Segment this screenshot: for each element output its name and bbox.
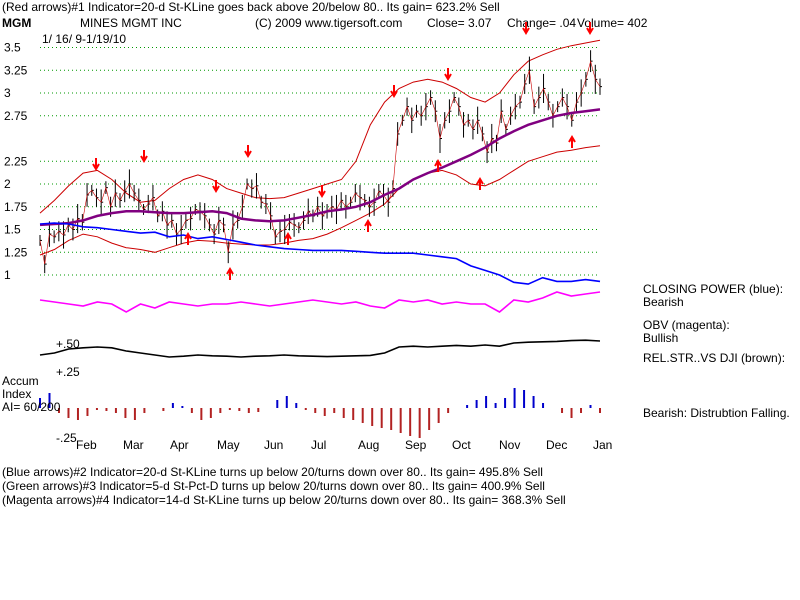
obv-state: Bullish bbox=[643, 331, 679, 345]
down-arrow-head bbox=[390, 90, 398, 98]
month-tick-label: Feb bbox=[76, 438, 97, 452]
price-tick-label: 1 bbox=[4, 268, 11, 282]
closing-power-state: Bearish bbox=[643, 295, 684, 309]
indicator-2-caption: (Blue arrows)#2 Indicator=20-d St-KLine … bbox=[2, 465, 543, 479]
month-tick-label: May bbox=[217, 438, 240, 452]
rel-str-tick-label: +.50 bbox=[56, 337, 80, 351]
month-tick-label: Oct bbox=[452, 438, 471, 452]
moving-average-line bbox=[39, 108, 601, 227]
change-value: Change= .04 bbox=[507, 16, 577, 30]
price-tick-label: 3 bbox=[4, 86, 11, 100]
price-tick-label: 3.5 bbox=[4, 41, 21, 55]
month-tick-label: Dec bbox=[546, 438, 567, 452]
indicator-3-caption: (Green arrows)#3 Indicator=5-d St-Pct-D … bbox=[2, 479, 545, 493]
down-arrow-head bbox=[140, 155, 148, 163]
indicator-4-caption: (Magenta arrows)#4 Indicator=14-d St-KLi… bbox=[2, 493, 566, 507]
month-tick-label: Nov bbox=[499, 438, 520, 452]
down-arrow-head bbox=[318, 190, 326, 198]
down-arrow-head bbox=[444, 73, 452, 81]
price-tick-label: 1.75 bbox=[4, 200, 28, 214]
up-arrow-head bbox=[184, 232, 192, 240]
down-arrow-head bbox=[244, 150, 252, 158]
month-tick-label: Jan bbox=[593, 438, 612, 452]
price-tick-label: 1.25 bbox=[4, 245, 28, 259]
down-arrow-head bbox=[92, 163, 100, 171]
up-arrow-head bbox=[226, 267, 234, 275]
accum-state: Bearish: Distrubtion Falling. bbox=[643, 406, 790, 420]
obv-line bbox=[39, 291, 601, 313]
indicator-1-caption: (Red arrows)#1 Indicator=20-d St-KLine g… bbox=[2, 0, 500, 14]
accum-label: Accum bbox=[2, 374, 39, 388]
down-arrow-head bbox=[522, 27, 530, 35]
copyright-text: (C) 2009 www.tigersoft.com bbox=[255, 16, 403, 30]
price-tick-label: 1.5 bbox=[4, 223, 21, 237]
up-arrow-head bbox=[364, 219, 372, 227]
close-value: Close= 3.07 bbox=[427, 16, 492, 30]
price-tick-label: 2 bbox=[4, 177, 11, 191]
price-tick-label: 2.25 bbox=[4, 154, 28, 168]
obv-label: OBV (magenta): bbox=[643, 318, 730, 332]
month-tick-label: Sep bbox=[405, 438, 427, 452]
up-arrow-head bbox=[476, 177, 484, 185]
month-tick-label: Jul bbox=[311, 438, 326, 452]
up-arrow-head bbox=[568, 135, 576, 143]
company-name: MINES MGMT INC bbox=[80, 16, 182, 30]
month-tick-label: Jun bbox=[264, 438, 283, 452]
month-tick-label: Aug bbox=[358, 438, 379, 452]
closing-power-line bbox=[39, 222, 601, 285]
rel-str-line bbox=[39, 339, 601, 358]
date-range: 1/ 16/ 9-1/19/10 bbox=[42, 32, 127, 46]
price-close-line bbox=[39, 60, 601, 265]
up-arrow-head bbox=[434, 159, 442, 167]
rel-str-tick-label: +.25 bbox=[56, 365, 80, 379]
down-arrow-head bbox=[586, 27, 594, 35]
lower-band-line bbox=[39, 145, 601, 256]
ticker-symbol: MGM bbox=[2, 16, 32, 30]
ai-label: AI= 60/200 bbox=[2, 400, 61, 414]
month-tick-label: Apr bbox=[170, 438, 189, 452]
month-tick-label: Mar bbox=[123, 438, 144, 452]
price-tick-label: 2.75 bbox=[4, 109, 28, 123]
volume-value: Volume= 402 bbox=[577, 16, 648, 30]
index-label: Index bbox=[2, 387, 32, 401]
upper-band-line bbox=[39, 39, 601, 214]
price-tick-label: 3.25 bbox=[4, 63, 28, 77]
closing-power-label: CLOSING POWER (blue): bbox=[643, 282, 784, 296]
up-arrow-head bbox=[284, 232, 292, 240]
down-arrow-head bbox=[212, 185, 220, 193]
accum-tick-label: -.25 bbox=[56, 431, 77, 445]
rel-str-label: REL.STR..VS DJI (brown): bbox=[643, 351, 786, 365]
